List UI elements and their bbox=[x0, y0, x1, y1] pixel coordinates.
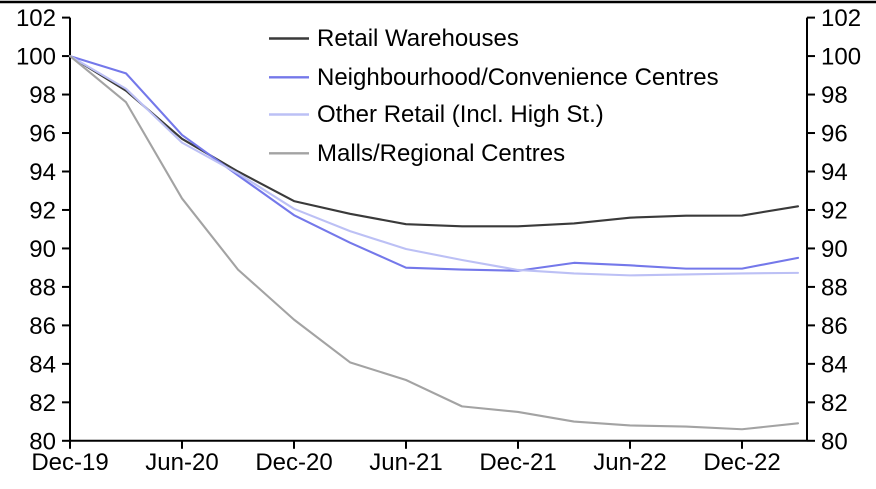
svg-text:Neighbourhood/Convenience Cent: Neighbourhood/Convenience Centres bbox=[317, 64, 719, 91]
svg-text:Dec-20: Dec-20 bbox=[255, 449, 332, 476]
svg-text:98: 98 bbox=[29, 82, 56, 109]
svg-text:100: 100 bbox=[821, 44, 861, 71]
svg-text:Jun-22: Jun-22 bbox=[593, 449, 666, 476]
svg-text:82: 82 bbox=[29, 390, 56, 417]
svg-text:94: 94 bbox=[821, 159, 848, 186]
svg-text:82: 82 bbox=[821, 390, 848, 417]
svg-text:100: 100 bbox=[16, 44, 56, 71]
svg-text:Other Retail (Incl. High St.): Other Retail (Incl. High St.) bbox=[317, 101, 604, 128]
svg-text:Retail Warehouses: Retail Warehouses bbox=[317, 25, 519, 52]
svg-text:90: 90 bbox=[821, 236, 848, 263]
svg-text:84: 84 bbox=[821, 351, 848, 378]
svg-text:102: 102 bbox=[821, 5, 861, 32]
svg-text:86: 86 bbox=[821, 313, 848, 340]
svg-text:Dec-21: Dec-21 bbox=[479, 449, 556, 476]
svg-text:84: 84 bbox=[29, 351, 56, 378]
svg-text:86: 86 bbox=[29, 313, 56, 340]
svg-text:92: 92 bbox=[821, 198, 848, 225]
svg-text:98: 98 bbox=[821, 82, 848, 109]
svg-text:96: 96 bbox=[821, 121, 848, 148]
svg-text:88: 88 bbox=[29, 275, 56, 302]
svg-text:102: 102 bbox=[16, 5, 56, 32]
svg-text:Jun-21: Jun-21 bbox=[369, 449, 442, 476]
svg-text:80: 80 bbox=[821, 428, 848, 455]
svg-text:Dec-22: Dec-22 bbox=[703, 449, 780, 476]
svg-text:Dec-19: Dec-19 bbox=[31, 449, 108, 476]
svg-text:Malls/Regional Centres: Malls/Regional Centres bbox=[317, 140, 565, 167]
svg-text:96: 96 bbox=[29, 121, 56, 148]
svg-text:Jun-20: Jun-20 bbox=[145, 449, 218, 476]
svg-text:88: 88 bbox=[821, 275, 848, 302]
svg-text:90: 90 bbox=[29, 236, 56, 263]
svg-text:92: 92 bbox=[29, 198, 56, 225]
svg-text:94: 94 bbox=[29, 159, 56, 186]
